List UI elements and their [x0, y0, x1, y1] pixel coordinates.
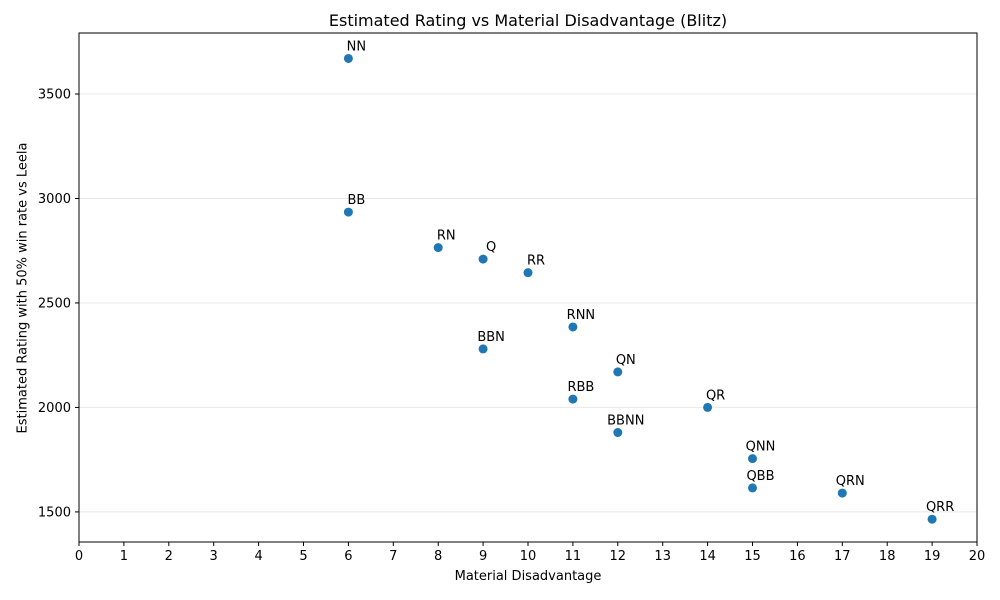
x-tick-label: 7 [389, 549, 397, 564]
point-label: RBB [567, 380, 594, 395]
data-point [568, 394, 578, 404]
point-label: QN [616, 353, 636, 368]
x-tick-label: 20 [969, 549, 986, 564]
x-tick-label: 13 [654, 549, 671, 564]
data-point [748, 454, 757, 464]
data-point [613, 428, 623, 438]
data-point [478, 344, 488, 354]
x-axis-label: Material Disadvantage [454, 569, 602, 584]
data-point [927, 514, 937, 524]
y-tick-label: 3000 [38, 192, 71, 207]
x-tick-label: 4 [254, 549, 262, 564]
x-tick-label: 1 [120, 549, 128, 564]
x-tick-label: 10 [520, 549, 537, 564]
x-tick-label: 19 [924, 549, 941, 564]
point-label: RNN [567, 308, 595, 323]
data-point [837, 488, 847, 498]
data-point [523, 268, 533, 278]
x-tick-label: 15 [744, 549, 761, 564]
data-point [613, 367, 623, 377]
x-tick-label: 17 [834, 549, 851, 564]
data-point [343, 53, 353, 63]
chart-title: Estimated Rating vs Material Disadvantag… [328, 11, 728, 30]
x-tick-label: 3 [210, 549, 218, 564]
point-label: QR [706, 388, 725, 403]
x-tick-label: 11 [565, 549, 582, 564]
point-label: BBN [477, 330, 505, 345]
x-tick-label: 14 [699, 549, 716, 564]
data-point [343, 207, 353, 217]
data-point [433, 243, 443, 253]
plot-border [78, 32, 978, 543]
point-label: Q [486, 240, 496, 255]
point-label: QRN [836, 474, 865, 489]
point-label: RR [527, 254, 545, 269]
point-label: BBNN [607, 414, 644, 429]
data-point [703, 402, 713, 412]
y-tick-label: 2500 [38, 296, 71, 311]
y-tick-label: 1500 [38, 505, 71, 520]
x-tick-label: 0 [75, 549, 83, 564]
point-label: NN [347, 39, 366, 54]
point-label: QRR [926, 500, 954, 515]
x-tick-label: 6 [344, 549, 352, 564]
data-point [568, 322, 578, 332]
y-tick-label: 2000 [38, 401, 71, 416]
x-tick-label: 18 [879, 549, 896, 564]
point-label: QNN [746, 440, 776, 455]
x-tick-label: 2 [165, 549, 173, 564]
data-point [748, 483, 757, 493]
x-tick-label: 8 [434, 549, 442, 564]
point-label: QBB [746, 469, 774, 484]
point-label: RN [437, 229, 456, 244]
data-point [478, 254, 488, 264]
x-tick-label: 5 [299, 549, 307, 564]
x-tick-label: 9 [479, 549, 487, 564]
point-label: BB [347, 193, 365, 208]
y-tick-label: 3500 [38, 88, 71, 103]
x-tick-label: 12 [610, 549, 627, 564]
x-tick-label: 16 [789, 549, 806, 564]
